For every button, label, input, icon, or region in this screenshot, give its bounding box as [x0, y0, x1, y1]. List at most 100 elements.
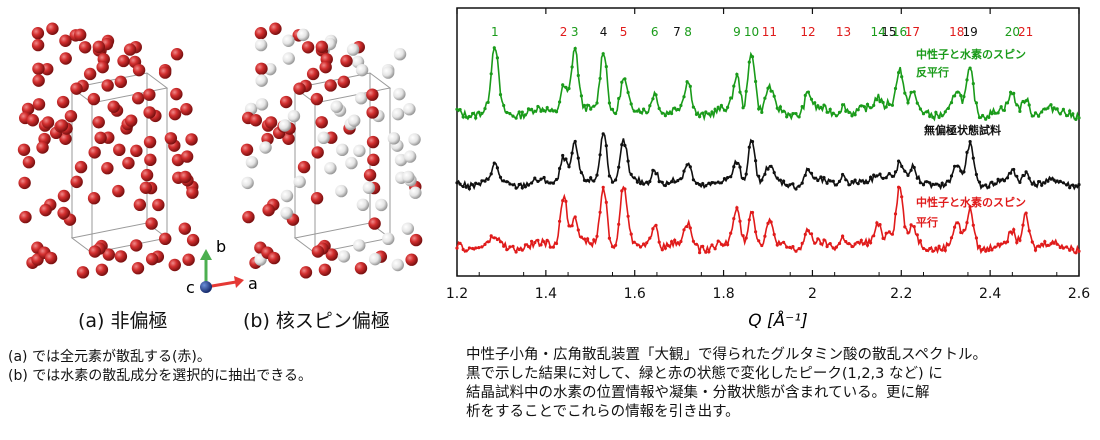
data-point — [614, 111, 618, 116]
atom-red — [366, 106, 379, 119]
data-point — [757, 239, 761, 243]
data-point — [467, 114, 471, 119]
caption-polarized: (b) 核スピン偏極 — [243, 310, 390, 332]
data-point — [903, 169, 907, 173]
data-point — [704, 250, 708, 254]
data-point — [850, 244, 854, 249]
atom-white — [347, 114, 361, 127]
data-point — [893, 86, 898, 91]
data-point — [620, 80, 624, 84]
data-point — [458, 182, 462, 186]
data-point — [959, 230, 963, 235]
atom-red — [139, 181, 153, 194]
atom-white — [355, 92, 368, 105]
data-point — [834, 245, 838, 249]
data-point — [816, 237, 820, 241]
atom-red — [94, 131, 107, 145]
data-point — [666, 111, 671, 116]
data-point — [1049, 242, 1053, 246]
data-point — [754, 159, 758, 163]
atom-white — [335, 184, 348, 198]
data-point — [822, 176, 826, 180]
data-point — [564, 85, 568, 89]
peak-label: 19 — [963, 25, 978, 39]
data-point — [828, 242, 832, 246]
atom-red — [315, 116, 328, 129]
data-point — [754, 230, 758, 234]
atom-red — [17, 143, 31, 156]
data-point — [806, 168, 810, 172]
data-point — [660, 248, 664, 252]
x-tick-label: 1.4 — [535, 286, 557, 302]
series-1 — [455, 132, 1081, 192]
data-point — [893, 170, 898, 174]
peak-label: 16 — [892, 25, 907, 39]
data-point — [788, 113, 792, 117]
data-point — [1055, 107, 1059, 111]
data-point — [1033, 111, 1038, 115]
atom-white — [346, 43, 360, 56]
data-point — [732, 165, 736, 169]
data-point — [766, 86, 770, 90]
atom-red — [143, 88, 156, 101]
data-point — [1005, 176, 1010, 180]
data-point — [1052, 106, 1056, 110]
data-point — [977, 115, 982, 120]
data-point — [856, 240, 860, 244]
atom-red — [143, 135, 157, 149]
data-point — [480, 179, 484, 183]
data-point — [959, 93, 963, 98]
data-point — [934, 110, 938, 114]
atom-red — [19, 210, 32, 224]
data-point — [953, 164, 957, 168]
data-point — [576, 156, 580, 160]
atom-red — [39, 203, 52, 217]
data-point — [831, 246, 835, 250]
data-point — [906, 231, 910, 235]
data-point — [928, 247, 932, 251]
data-point — [791, 182, 795, 186]
data-point — [492, 46, 496, 50]
data-point — [704, 110, 708, 114]
data-point — [676, 107, 680, 112]
peak-label: 13 — [836, 25, 851, 39]
atom-white — [391, 107, 405, 121]
data-point — [828, 107, 832, 111]
atom-red — [306, 67, 320, 81]
data-point — [946, 243, 950, 247]
data-point — [517, 247, 521, 252]
data-point — [800, 105, 804, 109]
data-point — [536, 179, 540, 183]
atom-red — [242, 210, 255, 224]
x-tick-label: 2.2 — [890, 286, 912, 302]
data-point — [884, 176, 888, 180]
data-point — [561, 83, 565, 87]
data-point — [847, 110, 851, 114]
data-point — [893, 212, 898, 216]
data-point — [1077, 183, 1081, 187]
data-point — [483, 179, 487, 183]
atom-white — [278, 119, 292, 132]
data-point — [828, 179, 832, 183]
peak-label: 10 — [744, 25, 759, 39]
data-point — [523, 185, 527, 189]
left-description-line: (b) では水素の散乱成分を選択的に抽出できる。 — [8, 368, 312, 384]
peak-label: 15 — [881, 25, 896, 39]
atom-red — [41, 116, 55, 129]
data-point — [875, 221, 879, 225]
atom-red — [76, 266, 90, 279]
data-point — [806, 90, 810, 94]
series-group — [455, 45, 1081, 255]
data-point — [1068, 186, 1072, 190]
data-point — [934, 246, 938, 250]
data-point — [589, 176, 593, 180]
data-point — [1058, 245, 1062, 250]
x-axis-ticks: 1.2 1.4 1.6 1.8 2 2.2 2.4 2.6 — [446, 8, 1090, 302]
atom-white — [375, 198, 388, 212]
data-point — [735, 161, 739, 165]
data-point — [582, 103, 587, 108]
data-point — [1012, 91, 1016, 95]
data-point — [505, 180, 509, 184]
data-point — [620, 143, 624, 147]
data-point — [747, 60, 751, 64]
